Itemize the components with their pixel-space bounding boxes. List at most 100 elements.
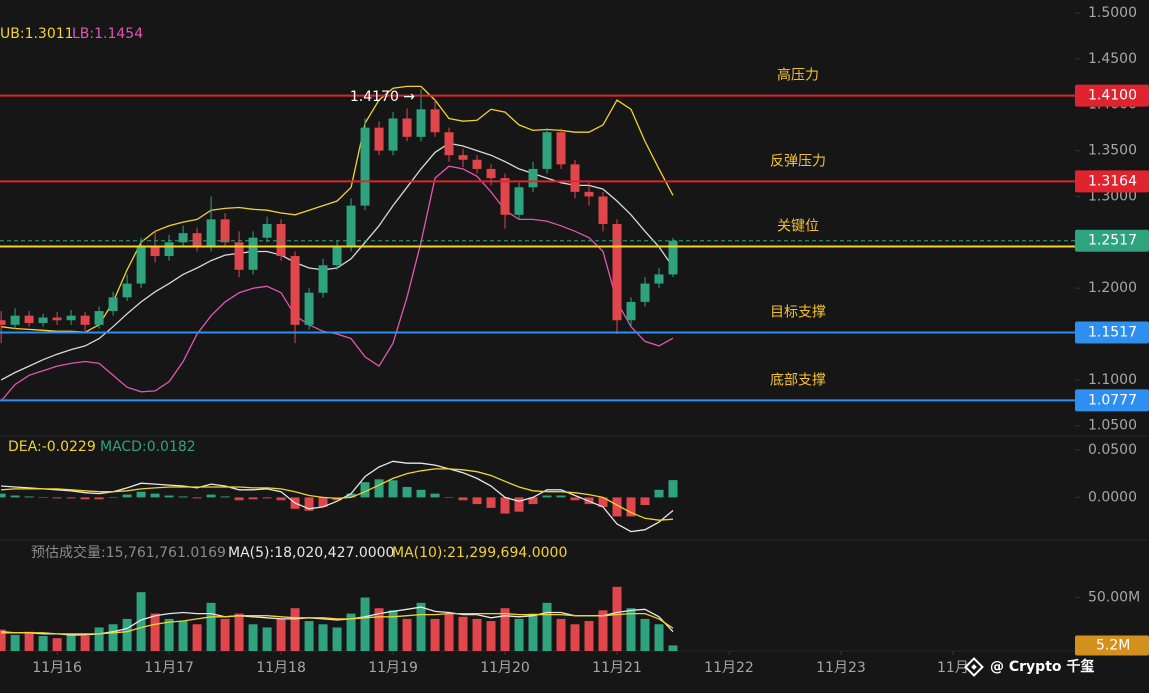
y-tick-label: 1.4500 <box>1088 51 1137 67</box>
watermark-icon <box>964 657 984 677</box>
volume-bar <box>248 624 258 651</box>
level-price-box <box>1075 84 1149 107</box>
macd-bar <box>486 497 496 508</box>
candle-body <box>472 159 482 169</box>
macd-bar <box>612 497 622 517</box>
x-tick-label: 11月22 <box>704 660 754 676</box>
volume-bar <box>640 618 650 651</box>
volume-bar <box>38 636 48 651</box>
volume-bar <box>388 610 398 651</box>
volume-bar <box>136 592 146 651</box>
candle-body <box>598 196 608 224</box>
legend-value: -0.0229 <box>42 439 96 455</box>
volume-bar <box>52 638 62 651</box>
y-tick-label: 0.0500 <box>1088 442 1137 458</box>
volume-bar <box>514 618 524 651</box>
x-tick-label: 11月19 <box>368 660 418 676</box>
volume-bar <box>626 608 636 651</box>
candle-body <box>276 223 286 257</box>
candle-body <box>136 246 146 284</box>
x-tick-label: 11月 <box>937 660 969 676</box>
volume-bar <box>234 613 244 651</box>
candle-body <box>24 315 34 324</box>
volume-bar <box>360 597 370 651</box>
level-name: 高压力 <box>777 67 819 84</box>
macd-bar <box>626 497 636 517</box>
y-tick-label: 1.3500 <box>1088 143 1137 159</box>
legend-value: 21,299,694.0000 <box>447 545 567 561</box>
candle-body <box>514 187 524 215</box>
macd-bar <box>542 495 552 498</box>
volume-bar <box>262 627 272 651</box>
volume-bar <box>668 645 678 651</box>
candle-body <box>318 265 328 293</box>
legend-label: UB: <box>0 26 25 42</box>
candle-body <box>52 317 62 321</box>
candle-body <box>122 283 132 298</box>
volume-bar <box>206 602 216 651</box>
macd-bar <box>444 497 454 498</box>
macd-bar <box>262 497 272 499</box>
legend-label: LB: <box>72 26 94 42</box>
volume-bar <box>150 613 160 651</box>
y-tick-label: 0.0000 <box>1088 489 1137 505</box>
macd-bar <box>108 497 118 498</box>
macd-bar <box>164 495 174 498</box>
volume-bar <box>654 624 664 651</box>
candle-body <box>66 315 76 321</box>
y-tick-label: 1.3000 <box>1088 188 1137 204</box>
legend-value: 18,020,427.0000 <box>274 545 394 561</box>
macd-bar <box>276 497 286 501</box>
x-tick-label: 11月16 <box>32 660 82 676</box>
legend-value: 0.0182 <box>147 439 196 455</box>
macd-bar <box>24 496 34 498</box>
level-name: 关键位 <box>777 219 819 235</box>
candle-body <box>402 118 412 137</box>
macd-bar <box>360 482 370 498</box>
y-tick-label: 1.5000 <box>1088 5 1137 21</box>
macd-bar <box>192 497 202 499</box>
current-volume-box <box>1075 635 1149 656</box>
candle-body <box>388 118 398 151</box>
level-price: 1.4100 <box>1088 88 1137 104</box>
candle-body <box>360 127 370 206</box>
macd-bar <box>598 497 608 507</box>
volume-bar <box>542 602 552 651</box>
volume-bar <box>584 621 594 651</box>
volume-bar <box>318 624 328 651</box>
candle-body <box>220 219 230 243</box>
volume-bar <box>444 613 454 651</box>
level-price: 1.0777 <box>1088 392 1137 408</box>
volume-bar <box>80 636 90 651</box>
legend-value: 1.3011 <box>25 26 74 42</box>
candle-body <box>262 223 272 238</box>
y-tick-label: 50.00M <box>1088 590 1140 606</box>
volume-bar <box>374 608 384 651</box>
macd-bar <box>668 480 678 498</box>
current-price-box <box>1075 229 1149 252</box>
legend: MACD:0.0182 <box>100 439 196 455</box>
macd-bar <box>430 493 440 498</box>
legend: DEA:-0.0229 <box>8 439 96 455</box>
volume-bar <box>290 608 300 651</box>
legend-label: MA(5): <box>228 545 274 561</box>
legend-value: 1.1454 <box>94 26 143 42</box>
y-tick-label: 1.0500 <box>1088 418 1137 434</box>
candle-body <box>0 320 6 325</box>
volume-bar <box>458 616 468 651</box>
macd-bar <box>304 497 314 511</box>
volume-bar <box>528 613 538 651</box>
macd-bar <box>472 497 482 505</box>
candle-body <box>346 205 356 247</box>
volume-bar <box>430 618 440 651</box>
macd-bar <box>416 489 426 498</box>
volume-bar <box>416 602 426 651</box>
macd-bar <box>402 486 412 498</box>
macd-bar <box>94 497 104 500</box>
macd-bar <box>0 493 6 498</box>
macd-bar <box>220 496 230 498</box>
candle-body <box>178 233 188 243</box>
volume-bar <box>556 618 566 651</box>
volume-bar <box>598 610 608 651</box>
volume-bar <box>122 618 132 651</box>
